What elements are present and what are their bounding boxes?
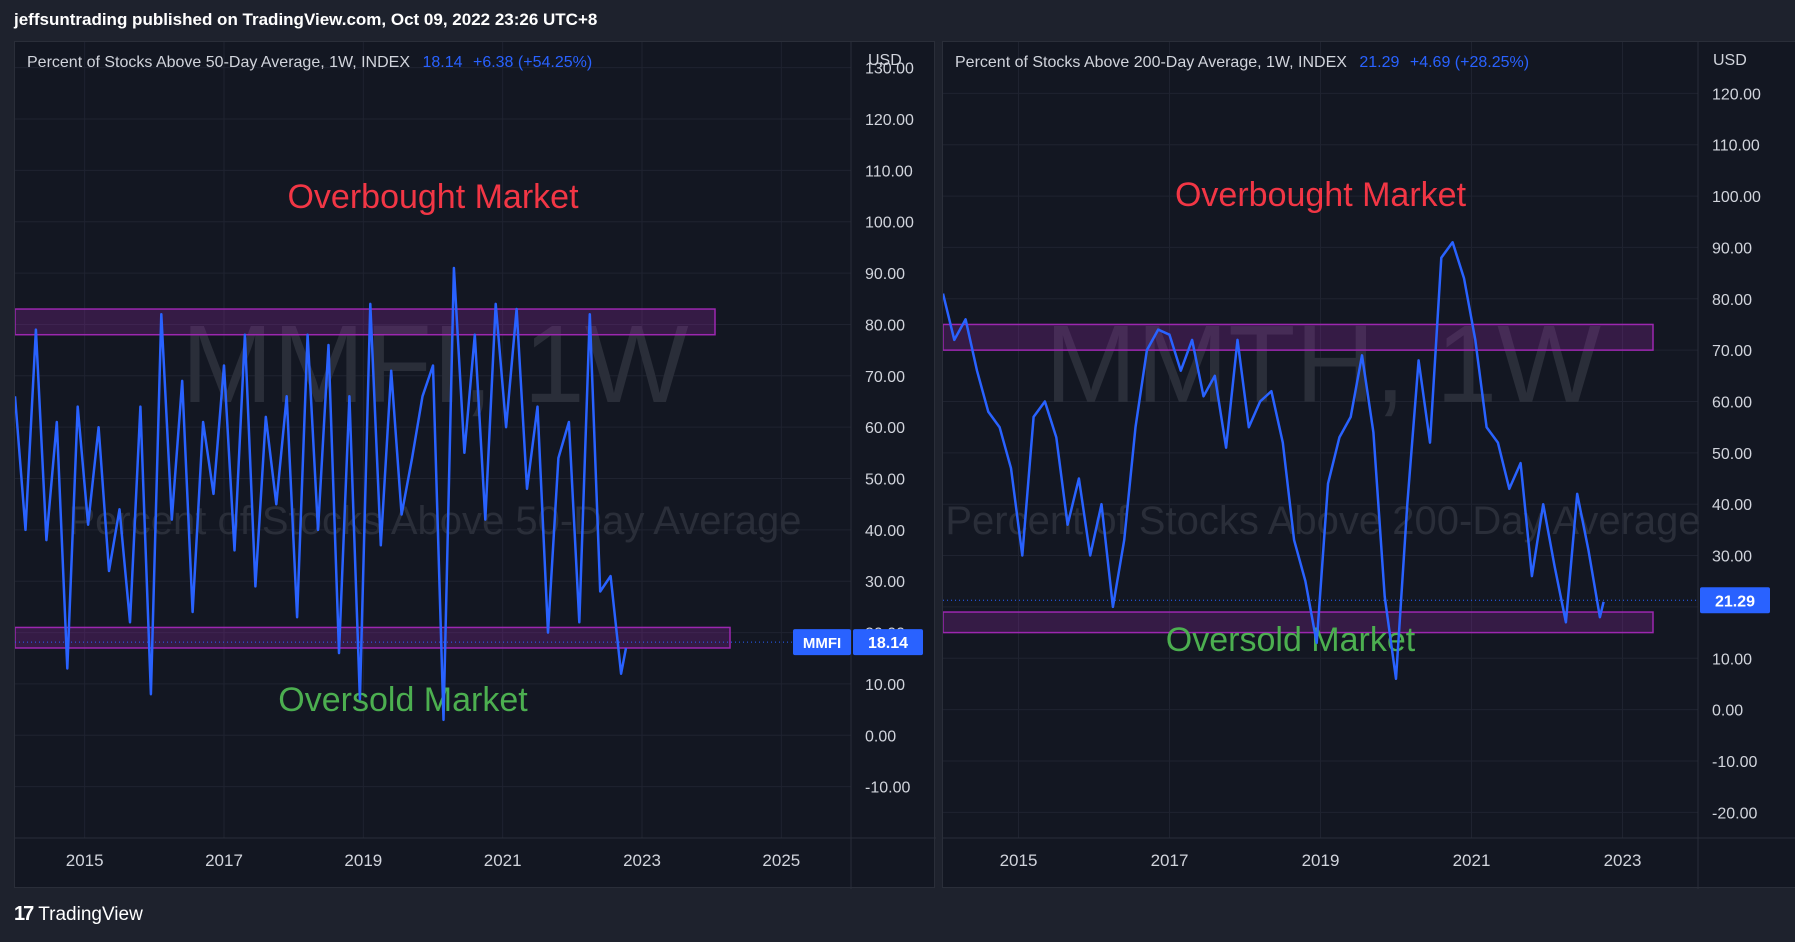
y-tick-label: 130.00 — [865, 61, 914, 78]
watermark-description: Percent of Stocks Above 200-Day Average — [945, 499, 1700, 543]
price-label-text: 21.29 — [1715, 593, 1755, 610]
series-change: +6.38 (+54.25%) — [472, 54, 593, 71]
y-tick-label: 80.00 — [865, 317, 905, 334]
y-tick-label: 120.00 — [865, 112, 914, 129]
zone-band — [943, 611, 1654, 634]
x-tick-label: 2019 — [344, 851, 382, 870]
y-tick-label: -20.00 — [1712, 805, 1757, 822]
y-tick-label: 80.00 — [1712, 292, 1752, 309]
price-label-text: 18.14 — [868, 635, 908, 652]
symbol-tag-box — [793, 629, 851, 656]
price-label-box — [1700, 587, 1770, 614]
y-tick-label: 60.00 — [1712, 394, 1752, 411]
currency-label: USD — [868, 52, 902, 69]
x-tick-label: 2015 — [66, 851, 104, 870]
zone-band — [15, 308, 716, 336]
y-tick-label: -10.00 — [865, 780, 910, 797]
publish-info: jeffsuntrading published on TradingView.… — [14, 10, 598, 29]
series-line — [943, 241, 1605, 681]
y-tick-label: 50.00 — [865, 472, 905, 489]
series-last-value: 18.14 — [422, 54, 463, 71]
oversold-annotation: Oversold Market — [278, 681, 528, 719]
y-tick-label: 30.00 — [1712, 549, 1752, 566]
watermark-symbol: MMTH, 1W — [1045, 303, 1601, 426]
x-tick-label: 2025 — [762, 851, 800, 870]
tradingview-logo-icon: 17 — [14, 903, 34, 925]
footer-brand[interactable]: 17 TradingView — [14, 903, 143, 926]
y-tick-label: 0.00 — [1712, 703, 1743, 720]
series-change: +4.69 (+28.25%) — [1409, 54, 1530, 71]
y-tick-label: 100.00 — [1712, 189, 1761, 206]
price-label-box — [853, 629, 923, 656]
y-tick-label: 90.00 — [865, 266, 905, 283]
symbol-tag-text: MMFI — [803, 635, 841, 652]
series-line — [15, 266, 628, 722]
series-last-value: 21.29 — [1359, 54, 1400, 71]
y-tick-label: 40.00 — [865, 523, 905, 540]
x-tick-label: 2017 — [1151, 851, 1189, 870]
x-tick-label: 2019 — [1302, 851, 1340, 870]
y-tick-label: 70.00 — [1712, 343, 1752, 360]
chart-panel-200day[interactable]: MMTH, 1W Percent of Stocks Above 200-Day … — [942, 41, 1795, 889]
zone-band — [15, 626, 731, 649]
y-tick-label: 60.00 — [865, 420, 905, 437]
y-tick-label: 120.00 — [1712, 86, 1761, 103]
currency-label: USD — [1713, 52, 1747, 69]
brand-label: TradingView — [38, 903, 143, 925]
y-tick-label: 10.00 — [1712, 651, 1752, 668]
series-legend: Percent of Stocks Above 50-Day Average, … — [27, 54, 592, 72]
watermark-description: Percent of Stocks Above 50-Day Average — [68, 499, 801, 543]
x-tick-label: 2015 — [1000, 851, 1038, 870]
oversold-annotation: Oversold Market — [1166, 621, 1416, 659]
zone-band — [943, 323, 1654, 351]
x-tick-label: 2021 — [1453, 851, 1491, 870]
chart-200day-svg: MMTH, 1W Percent of Stocks Above 200-Day … — [943, 42, 1795, 889]
y-tick-label: 30.00 — [865, 574, 905, 591]
y-tick-label: 110.00 — [1712, 138, 1760, 155]
x-tick-label: 2023 — [623, 851, 661, 870]
y-tick-label: 70.00 — [865, 369, 905, 386]
y-tick-label: 90.00 — [1712, 240, 1752, 257]
chart-panel-50day[interactable]: MMFI, 1W Percent of Stocks Above 50-Day A… — [14, 41, 936, 889]
y-tick-label: 10.00 — [865, 677, 905, 694]
x-tick-label: 2021 — [484, 851, 522, 870]
series-legend: Percent of Stocks Above 200-Day Average,… — [955, 54, 1529, 72]
overbought-annotation: Overbought Market — [1175, 176, 1467, 214]
series-title: Percent of Stocks Above 200-Day Average,… — [955, 54, 1347, 71]
x-tick-label: 2023 — [1604, 851, 1642, 870]
x-tick-label: 2017 — [205, 851, 243, 870]
y-tick-label: 0.00 — [865, 728, 896, 745]
y-tick-label: 110.00 — [865, 163, 913, 180]
y-tick-label: -10.00 — [1712, 754, 1757, 771]
series-title: Percent of Stocks Above 50-Day Average, … — [27, 54, 411, 71]
overbought-annotation: Overbought Market — [287, 178, 579, 216]
y-tick-label: 100.00 — [865, 215, 914, 232]
y-tick-label: 40.00 — [1712, 497, 1752, 514]
y-tick-label: 50.00 — [1712, 446, 1752, 463]
